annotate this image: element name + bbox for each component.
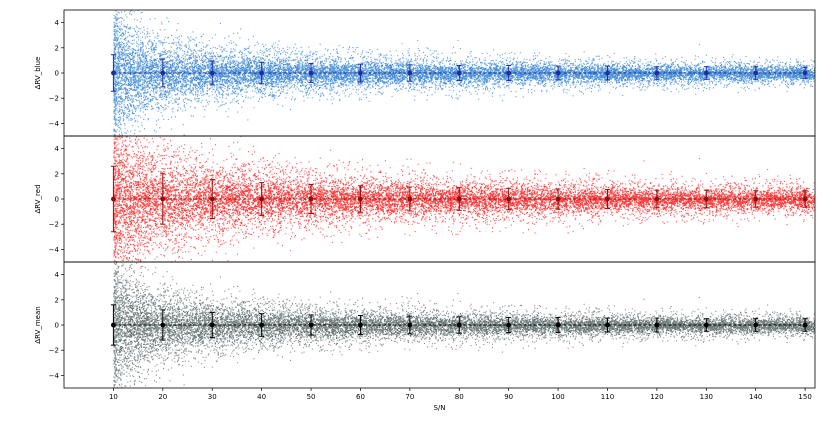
x-tick-label: 20 [158,393,167,401]
data-point [160,70,166,76]
data-point [654,70,660,76]
y-tick-label: 4 [55,271,60,279]
data-point [605,322,610,328]
y-tick-label: −2 [49,95,59,103]
data-point [555,322,561,328]
data-point [753,196,759,202]
x-tick-label: 70 [405,393,414,401]
data-point [555,70,561,76]
y-tick-label: −2 [49,221,59,229]
data-point [308,70,314,76]
data-point [407,70,413,76]
data-point [259,322,265,328]
x-axis: 10 20 30 40 50 60 70 80 90 100 110 120 130 140 150 S/N [109,388,812,412]
data-point [605,70,610,76]
y-tick-label: 0 [55,196,59,204]
data-point [605,196,610,202]
data-point [111,322,116,328]
y-axis-label: ΔRV_blue [34,57,42,90]
data-point [358,196,363,202]
y-tick-label: 4 [55,19,60,27]
panel-2: 4 2 0 −2 −4 ΔRV_red [34,135,816,263]
data-point [111,196,116,202]
y-tick-label: 2 [55,170,59,178]
data-point [209,196,215,202]
x-tick-label: 140 [749,393,762,401]
y-axis-label: ΔRV_red [34,184,42,213]
data-point [358,70,363,76]
y-tick-label: 4 [55,145,60,153]
data-point [358,322,363,328]
data-point [407,322,413,328]
data-point [111,70,116,76]
data-point [160,322,166,328]
x-tick-label: 40 [257,393,266,401]
panel-1: 4 2 0 −2 −4 ΔRV_blue [34,9,816,137]
data-point [802,322,808,328]
scatter-cloud [113,262,815,388]
data-point [654,196,660,202]
y-tick-label: −4 [49,372,60,380]
data-point [160,196,166,202]
panel-3: 4 2 0 −2 −4 ΔRV_mean [34,261,816,389]
x-tick-label: 110 [601,393,614,401]
data-point [308,196,314,202]
x-tick-label: 50 [307,393,316,401]
data-point [555,196,561,202]
data-point [703,322,709,328]
y-axis-label: ΔRV_mean [34,306,42,343]
y-tick-label: −2 [49,347,59,355]
data-point [506,70,512,76]
data-point [456,322,462,328]
data-point [802,196,808,202]
y-tick-label: 0 [55,322,59,330]
y-tick-label: −4 [49,246,60,254]
scatter-cloud [113,136,815,262]
data-point [259,70,265,76]
data-point [308,322,314,328]
y-tick-label: 2 [55,44,59,52]
data-point [456,196,462,202]
x-tick-label: 120 [650,393,663,401]
data-point [753,322,759,328]
data-point [209,322,215,328]
data-point [506,322,512,328]
data-point [407,196,413,202]
data-point [703,196,709,202]
y-tick-label: 2 [55,296,59,304]
y-tick-label: −4 [49,120,60,128]
data-point [209,70,215,76]
x-tick-label: 60 [356,393,365,401]
data-point [802,70,808,76]
data-point [703,70,709,76]
x-tick-label: 130 [700,393,713,401]
x-tick-label: 100 [551,393,564,401]
x-tick-label: 30 [208,393,217,401]
data-point [753,70,759,76]
x-tick-label: 150 [798,393,811,401]
data-point [456,70,462,76]
data-point [654,322,660,328]
x-axis-label: S/N [433,404,445,412]
data-point [506,196,512,202]
x-tick-label: 10 [109,393,118,401]
data-point [259,196,265,202]
x-tick-label: 90 [504,393,513,401]
y-tick-label: 0 [55,70,59,78]
x-tick-label: 80 [455,393,464,401]
